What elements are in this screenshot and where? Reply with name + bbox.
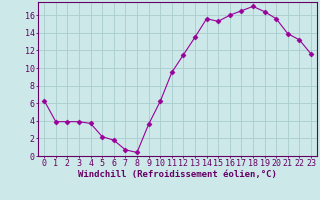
X-axis label: Windchill (Refroidissement éolien,°C): Windchill (Refroidissement éolien,°C) — [78, 170, 277, 179]
